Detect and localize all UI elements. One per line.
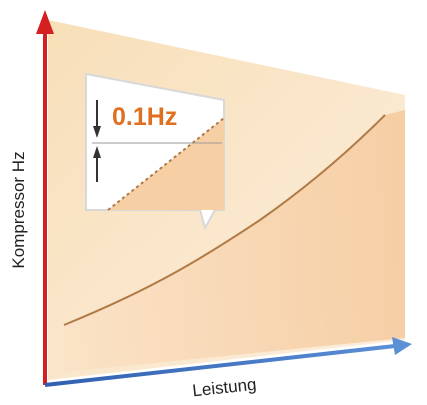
callout-label: 0.1Hz bbox=[112, 103, 177, 131]
diagram: 0.1Hz Kompressor Hz Leistung bbox=[0, 0, 427, 405]
callout: 0.1Hz bbox=[86, 74, 224, 228]
x-axis-label: Leistung bbox=[191, 375, 257, 401]
y-axis-label: Kompressor Hz bbox=[9, 151, 28, 268]
